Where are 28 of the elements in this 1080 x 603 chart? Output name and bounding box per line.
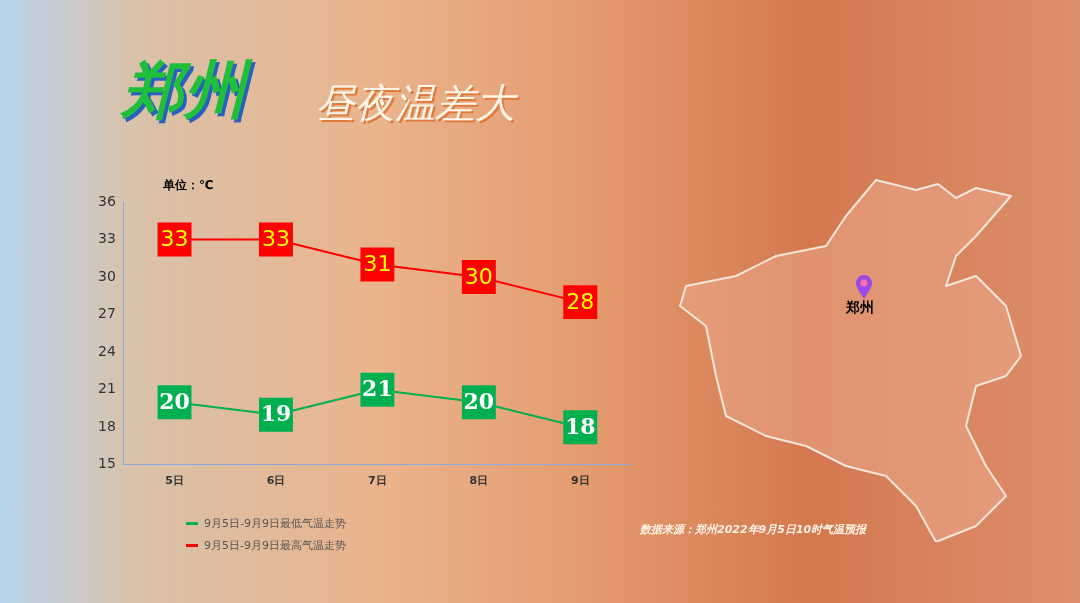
x-tick-label: 9日 — [570, 474, 590, 488]
x-tick-label: 7日 — [368, 474, 387, 488]
y-tick-label: 36 — [97, 192, 116, 209]
x-tick-label: 6日 — [266, 474, 286, 488]
x-tick-label: 8日 — [469, 474, 489, 488]
data-label: 31 — [363, 251, 392, 277]
data-label: 28 — [566, 288, 595, 314]
data-label: 20 — [463, 387, 495, 414]
data-label: 20 — [159, 387, 190, 414]
data-label: 33 — [261, 226, 290, 252]
text: 郑州 — [846, 299, 874, 317]
data-label: 21 — [362, 375, 393, 402]
y-tick-label: 30 — [97, 267, 116, 284]
y-tick-label: 24 — [97, 342, 116, 359]
legend-label: 9月5日-9月9日最低气温走势 — [204, 515, 346, 531]
data-label: 19 — [260, 400, 292, 427]
y-tick-label: 21 — [97, 380, 116, 397]
source-note: 数据来源：郑州2022年9月5日10时气温预报 — [640, 522, 867, 537]
y-tick-label: 33 — [97, 230, 116, 247]
legend-label: 9月5日-9月9日最高气温走势 — [204, 537, 346, 553]
y-tick-label: 18 — [97, 417, 116, 434]
y-tick-label: 27 — [97, 305, 116, 322]
data-label: 33 — [160, 226, 189, 252]
y-tick-label: 15 — [97, 455, 116, 472]
data-label: 18 — [564, 412, 596, 439]
y-axis-title: 单位：℃ — [163, 177, 214, 194]
x-tick-label: 5日 — [165, 474, 184, 488]
data-label: 30 — [464, 263, 493, 289]
